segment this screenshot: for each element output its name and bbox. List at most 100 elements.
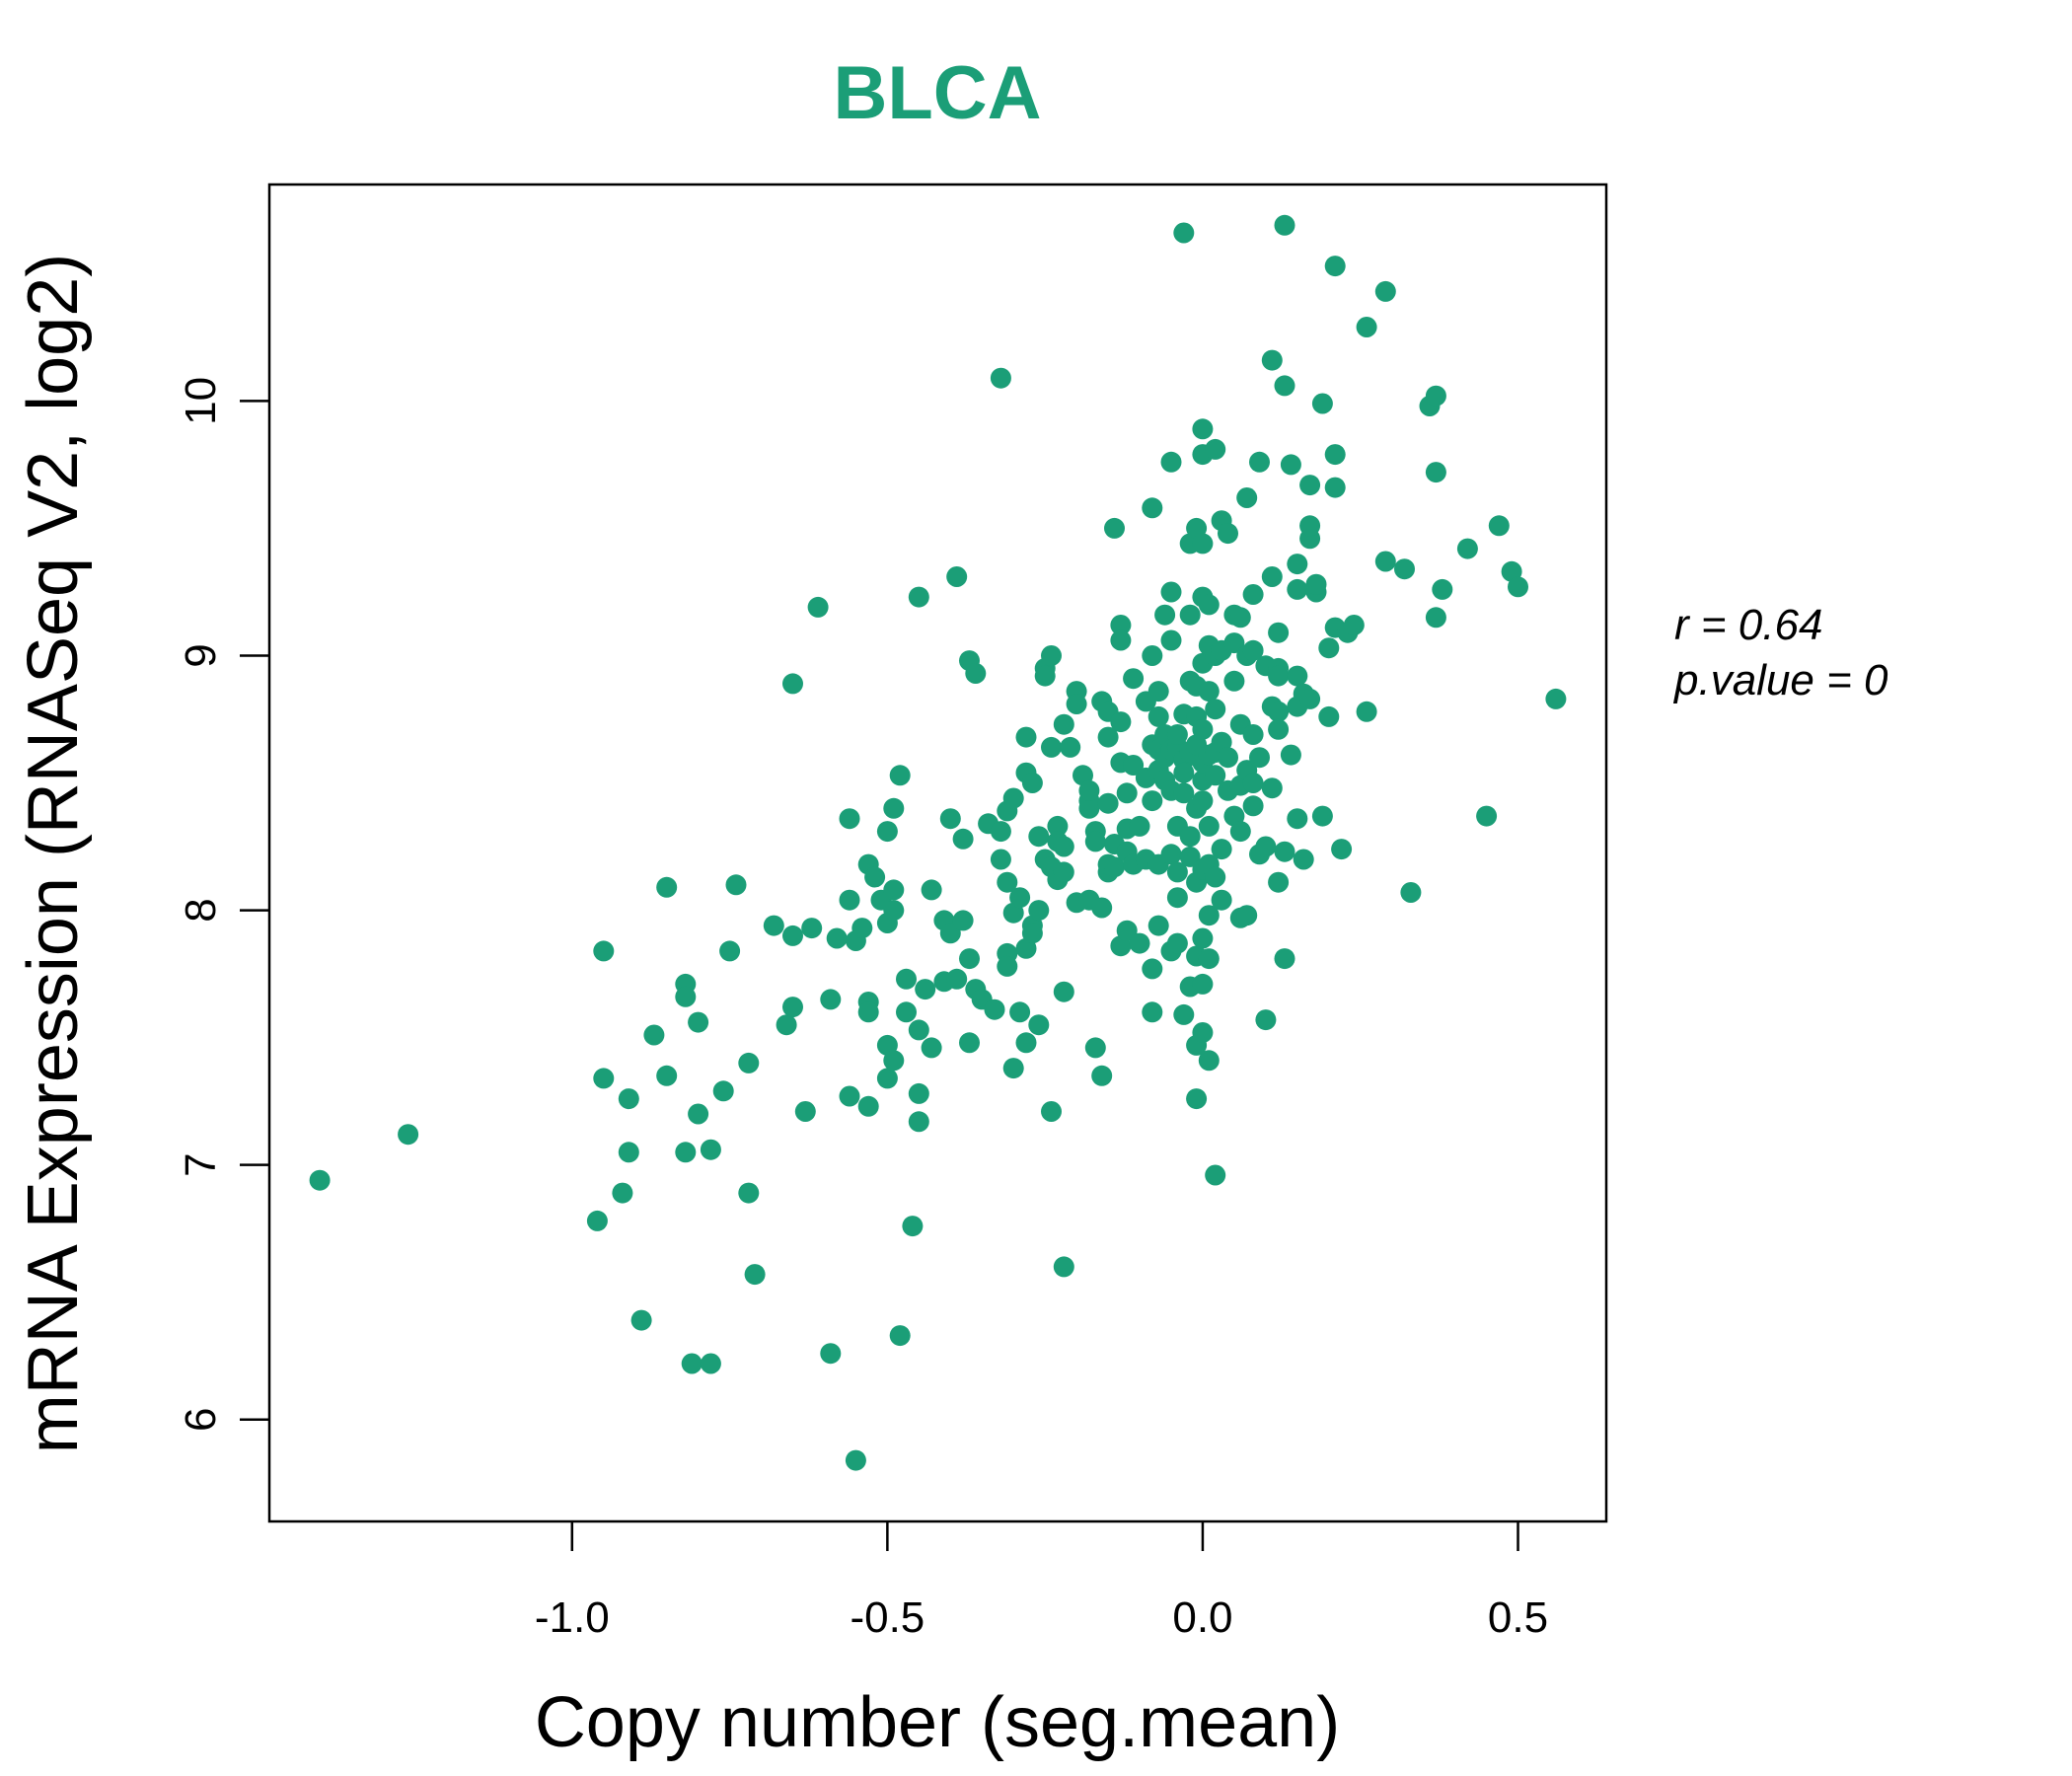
data-point <box>1142 958 1163 980</box>
data-point <box>675 986 697 1007</box>
data-point <box>1274 948 1295 970</box>
data-point <box>984 999 1005 1020</box>
data-point <box>1356 317 1377 337</box>
data-point <box>1192 790 1214 812</box>
data-point <box>1432 578 1453 600</box>
data-point <box>1028 826 1050 848</box>
data-point <box>1374 551 1396 572</box>
data-point <box>1110 615 1132 635</box>
data-point <box>744 1264 766 1286</box>
data-point <box>1287 665 1308 687</box>
data-point <box>1236 487 1258 508</box>
data-point <box>1198 948 1220 970</box>
data-point <box>839 1085 860 1107</box>
data-point <box>851 918 873 939</box>
x-axis: -1.0 -0.5 0.0 0.5 <box>535 1521 1548 1642</box>
data-point <box>1142 790 1163 812</box>
data-point <box>807 596 829 618</box>
data-point <box>675 1142 697 1163</box>
data-point <box>656 1065 678 1086</box>
data-point <box>1305 573 1327 595</box>
data-point <box>1324 477 1346 498</box>
data-point <box>1084 831 1106 852</box>
data-point <box>1028 1014 1050 1036</box>
data-point <box>921 1037 942 1059</box>
data-point <box>997 955 1018 977</box>
data-point <box>1097 792 1119 814</box>
data-point <box>1236 905 1258 926</box>
data-point <box>1060 736 1081 758</box>
data-point <box>1009 1001 1031 1023</box>
data-point <box>1268 701 1290 722</box>
data-point <box>1261 566 1283 587</box>
x-axis-title: Copy number (seg.mean) <box>535 1683 1340 1762</box>
data-point <box>965 663 987 684</box>
data-point <box>1425 462 1446 483</box>
data-point <box>908 586 929 608</box>
data-point <box>1142 1001 1163 1023</box>
data-point <box>593 1068 615 1089</box>
data-point <box>1293 849 1314 870</box>
data-point <box>1356 701 1377 722</box>
data-point <box>700 1139 721 1160</box>
data-point <box>1488 515 1510 537</box>
data-point <box>776 1014 797 1036</box>
data-point <box>1331 839 1353 860</box>
data-point <box>1084 1037 1106 1059</box>
data-point <box>309 1169 331 1191</box>
data-point <box>1268 718 1290 740</box>
data-point <box>1123 755 1145 776</box>
data-point <box>1154 604 1176 626</box>
data-point <box>1205 765 1226 786</box>
data-point <box>1299 688 1321 709</box>
data-point <box>1311 393 1333 414</box>
data-point <box>1192 418 1214 440</box>
data-point <box>959 948 980 970</box>
data-point <box>1173 1003 1195 1025</box>
data-point <box>1274 841 1295 862</box>
data-point <box>1311 805 1333 827</box>
data-point <box>656 876 678 898</box>
data-point <box>1173 782 1195 804</box>
data-point <box>1166 724 1188 745</box>
data-point <box>845 1449 866 1471</box>
data-point <box>883 797 905 819</box>
data-point <box>1160 581 1182 603</box>
data-point <box>1116 782 1138 804</box>
data-point <box>782 925 803 946</box>
y-tick-label: 6 <box>177 1408 225 1432</box>
data-point <box>839 808 860 830</box>
x-tick-label: 0.0 <box>1172 1593 1232 1642</box>
data-point <box>1104 517 1125 539</box>
data-point <box>794 1101 816 1122</box>
data-point <box>1242 795 1264 817</box>
data-point <box>1110 629 1132 651</box>
y-axis: 6 7 8 9 10 <box>177 377 269 1432</box>
data-point <box>1104 856 1125 878</box>
data-point <box>630 1309 652 1331</box>
data-point <box>1261 777 1283 799</box>
data-point <box>883 879 905 901</box>
data-point <box>1249 747 1270 769</box>
data-point <box>946 566 968 587</box>
data-point <box>1261 349 1283 371</box>
data-point <box>990 821 1011 843</box>
data-point <box>1476 805 1498 827</box>
data-point <box>1456 538 1478 559</box>
data-point <box>1299 475 1321 496</box>
data-point <box>1142 497 1163 519</box>
data-point <box>1255 1009 1277 1031</box>
x-tick-label: -0.5 <box>850 1593 925 1642</box>
data-point <box>1192 927 1214 949</box>
data-point <box>990 849 1011 870</box>
data-point <box>1280 454 1301 476</box>
data-point <box>1223 632 1245 654</box>
data-point <box>1053 861 1074 883</box>
data-point <box>763 915 784 936</box>
data-point <box>618 1142 639 1163</box>
data-point <box>946 968 968 990</box>
data-point <box>1066 694 1087 714</box>
data-point <box>643 1024 665 1046</box>
data-point <box>1097 726 1119 748</box>
